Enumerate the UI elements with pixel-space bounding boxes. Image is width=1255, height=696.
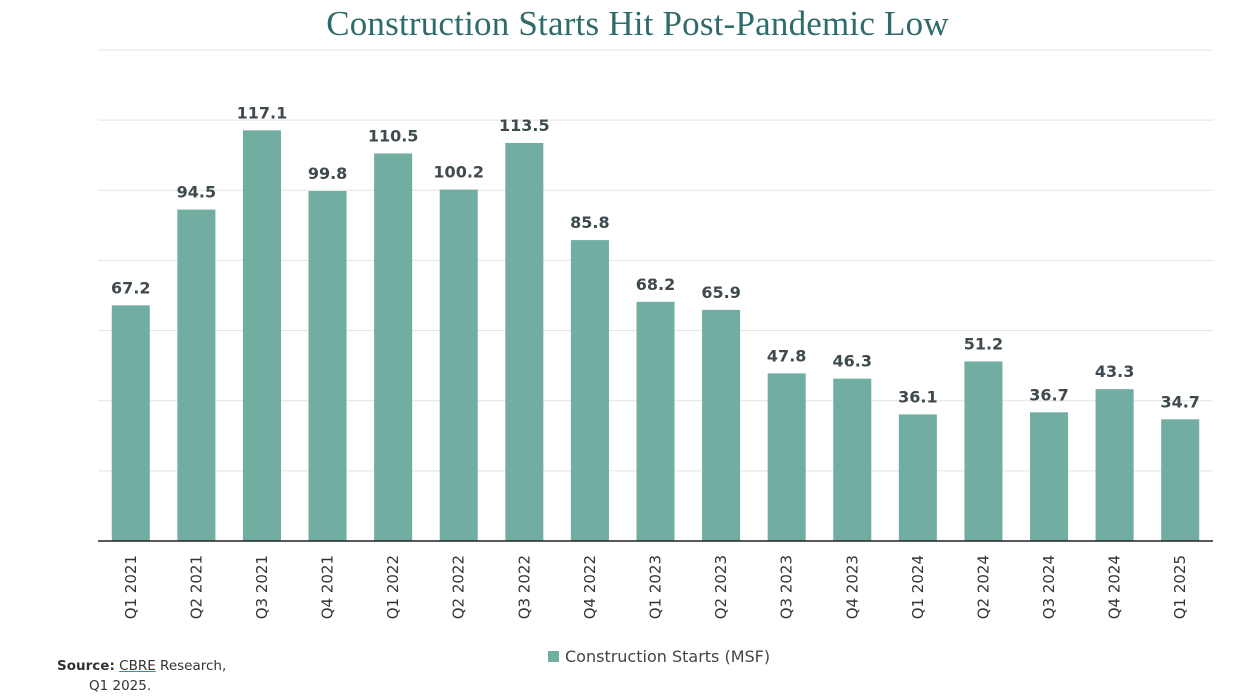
source-separator: : [109, 658, 115, 674]
data-label: 34.7 [1160, 392, 1199, 411]
bar-q2-2024 [964, 361, 1003, 541]
x-tick-label: Q1 2021 [122, 555, 140, 619]
source-note: Source: CBRE Research, Q1 2025. [57, 656, 226, 696]
bar-q3-2021 [242, 130, 281, 541]
data-label: 94.5 [177, 183, 216, 202]
source-text: Research, [155, 658, 227, 674]
data-label: 100.2 [433, 163, 484, 182]
bar-q1-2021 [111, 305, 150, 541]
source-date: Q1 2025. [89, 678, 152, 694]
data-label: 68.2 [636, 275, 675, 294]
bar-q4-2022 [570, 240, 609, 541]
x-tick-label: Q1 2022 [384, 555, 402, 619]
bar-q3-2023 [767, 373, 806, 541]
bar-q4-2024 [1095, 389, 1134, 541]
x-tick-label: Q2 2021 [187, 555, 205, 619]
bar-q1-2022 [374, 153, 413, 542]
bar-q1-2025 [1161, 419, 1200, 541]
bar-q4-2021 [308, 190, 347, 542]
x-tick-label: Q3 2024 [1040, 555, 1058, 619]
data-label: 67.2 [111, 278, 150, 297]
bar-q2-2021 [177, 209, 216, 541]
legend-swatch [548, 651, 559, 662]
bars [111, 130, 1200, 542]
legend: Construction Starts (MSF) [548, 647, 770, 666]
x-tick-labels: Q1 2021 Q2 2021 Q3 2021 Q4 2021 Q1 2022 Q2 20… [122, 555, 1189, 619]
bar-q3-2024 [1030, 412, 1069, 541]
x-tick-label: Q4 2024 [1106, 555, 1124, 619]
data-label: 113.5 [499, 116, 550, 135]
x-tick-label: Q2 2022 [450, 555, 468, 619]
data-label: 51.2 [964, 334, 1003, 353]
x-tick-label: Q1 2025 [1171, 555, 1189, 619]
data-label: 36.7 [1029, 385, 1068, 404]
source-org-link[interactable]: CBRE [119, 658, 156, 674]
data-label: 47.8 [767, 346, 806, 365]
data-label: 99.8 [308, 164, 347, 183]
x-tick-label: Q3 2023 [778, 555, 796, 619]
x-tick-label: Q4 2021 [319, 555, 337, 619]
x-tick-label: Q3 2021 [253, 555, 271, 619]
x-tick-label: Q2 2023 [712, 555, 730, 619]
x-tick-label: Q4 2022 [581, 555, 599, 619]
data-label: 110.5 [368, 126, 419, 145]
source-label: Source [57, 658, 110, 674]
data-label: 46.3 [833, 352, 872, 371]
bar-q1-2023 [636, 301, 675, 541]
data-label: 43.3 [1095, 362, 1134, 381]
chart-title: Construction Starts Hit Post-Pandemic Lo… [326, 4, 949, 43]
legend-label: Construction Starts (MSF) [565, 647, 771, 666]
bar-q2-2022 [439, 189, 478, 541]
bar-q1-2024 [898, 414, 937, 541]
data-label: 36.1 [898, 387, 937, 406]
bar-q3-2022 [505, 142, 544, 542]
data-label: 65.9 [701, 283, 740, 302]
x-tick-label: Q1 2024 [909, 555, 927, 619]
data-label: 117.1 [237, 103, 288, 122]
x-tick-label: Q2 2024 [974, 555, 992, 619]
bar-q2-2023 [702, 309, 741, 541]
x-tick-label: Q3 2022 [515, 555, 533, 619]
data-labels: 67.2 94.5 117.1 99.8 110.5 100.2 113.5 85.8 68.2… [111, 103, 1200, 411]
x-tick-label: Q4 2023 [843, 555, 861, 619]
x-tick-label: Q1 2023 [647, 555, 665, 619]
data-label: 85.8 [570, 213, 609, 232]
bar-q4-2023 [833, 378, 872, 541]
